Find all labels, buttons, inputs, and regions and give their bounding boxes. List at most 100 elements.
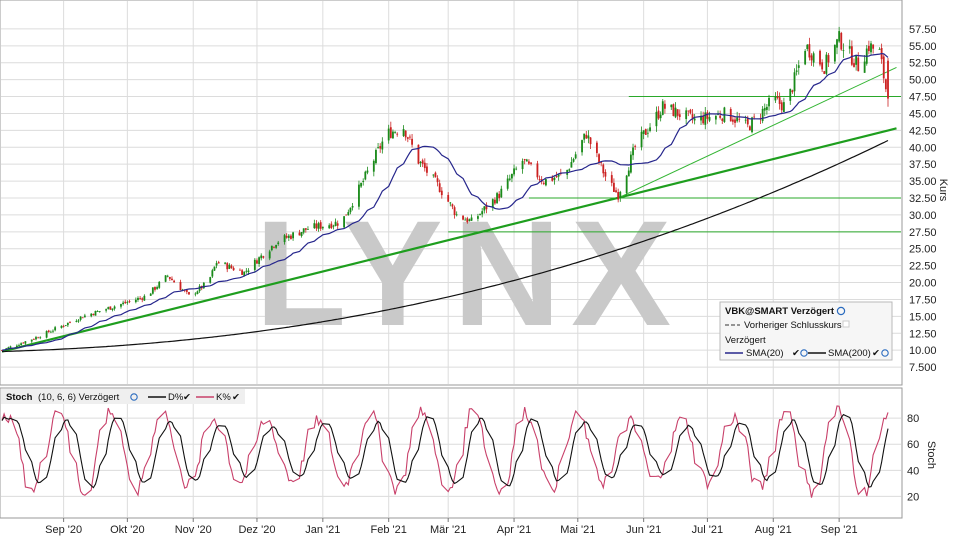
candle: [298, 229, 301, 236]
candle: [364, 170, 367, 181]
candle: [491, 198, 494, 211]
candle: [421, 158, 424, 168]
candle: [285, 233, 288, 239]
candle: [292, 231, 294, 241]
candle: [870, 40, 872, 55]
candle: [94, 310, 97, 316]
candle: [717, 110, 719, 116]
candle: [277, 240, 280, 246]
candle: [372, 159, 375, 177]
candle: [663, 100, 666, 114]
x-tick-label: Dez '20: [238, 524, 275, 536]
candle: [173, 279, 176, 283]
candle: [468, 218, 471, 222]
candle: [778, 92, 781, 110]
candle: [542, 181, 545, 186]
candle: [406, 136, 409, 143]
price-axis-title: Kurs: [937, 179, 949, 202]
candle: [585, 130, 588, 140]
candle: [808, 37, 811, 61]
candle: [20, 342, 23, 346]
candle: [402, 125, 405, 137]
candle: [394, 130, 396, 134]
candle: [466, 216, 469, 224]
candle: [141, 297, 144, 303]
candle: [111, 308, 114, 312]
check-icon[interactable]: ✔: [872, 348, 880, 359]
candle: [392, 129, 394, 140]
candle: [528, 159, 530, 166]
stoch-legend: Stoch (10, 6, 6) Verzögert D% ✔ K% ✔: [1, 389, 245, 404]
check-icon[interactable]: ✔: [183, 392, 191, 403]
candle: [449, 201, 452, 207]
candle: [453, 205, 456, 219]
candle: [848, 39, 851, 54]
check-icon[interactable]: ✔: [232, 392, 240, 403]
candle: [627, 167, 630, 177]
check-icon[interactable]: ✔: [792, 348, 800, 359]
stoch-title: Stoch: [6, 392, 33, 403]
candle: [171, 276, 173, 281]
candle: [198, 284, 201, 293]
candle: [661, 99, 664, 116]
candle: [211, 268, 214, 279]
candle: [307, 226, 309, 230]
candle: [126, 300, 129, 305]
info-icon[interactable]: [800, 349, 808, 357]
candle: [304, 228, 307, 233]
time-axis: Sep '20 Okt '20 Nov '20 Dez '20 Jan '21 Feb '…: [45, 518, 858, 536]
candle: [731, 116, 734, 125]
y-tick-label: 27.50: [909, 227, 937, 239]
candle: [232, 266, 235, 271]
candle: [791, 89, 794, 94]
y-tick-label: 37.50: [909, 159, 937, 171]
candle: [825, 52, 828, 76]
candle: [336, 220, 339, 230]
candle: [164, 275, 167, 283]
candle: [290, 234, 292, 240]
legend: VBK@SMART Verzögert Vorheriger Schlussku…: [719, 301, 893, 361]
info-icon[interactable]: [881, 349, 889, 357]
candle: [334, 218, 337, 227]
candle: [358, 180, 360, 210]
y-tick-label: 20.00: [909, 278, 937, 290]
candle: [674, 102, 677, 119]
candle: [600, 161, 603, 167]
candle: [610, 171, 613, 187]
candle: [581, 139, 583, 156]
stoch-axis: 20 40 60 80: [907, 413, 919, 503]
candle: [347, 209, 350, 216]
y-tick-label: 47.50: [909, 92, 937, 104]
stoch-lines: [1, 405, 889, 498]
candle: [574, 151, 577, 160]
info-icon[interactable]: [836, 306, 846, 316]
candle: [54, 325, 57, 332]
candle: [262, 255, 265, 259]
candle: [105, 308, 108, 313]
k-line: [1, 405, 889, 498]
candle: [867, 40, 870, 55]
candle: [589, 136, 592, 150]
candle: [557, 173, 560, 181]
y-tick-label: 20: [907, 491, 919, 503]
candle: [676, 109, 679, 120]
candle: [96, 310, 99, 312]
candle: [619, 190, 622, 202]
candle: [166, 274, 169, 278]
x-tick-label: Apr '21: [497, 524, 532, 536]
x-tick-label: Jun '21: [626, 524, 661, 536]
candle: [657, 106, 660, 120]
info-icon[interactable]: [130, 393, 138, 401]
candle: [149, 292, 152, 296]
candle: [498, 191, 501, 202]
candle: [143, 294, 146, 301]
candle: [797, 60, 800, 75]
x-tick-label: Mär '21: [430, 524, 466, 536]
stoch-axis-title: Stoch: [925, 441, 937, 469]
y-tick-label: 35.00: [909, 176, 937, 188]
candle: [228, 263, 231, 270]
candle: [496, 191, 498, 204]
candle: [729, 107, 732, 122]
candle: [260, 253, 263, 261]
